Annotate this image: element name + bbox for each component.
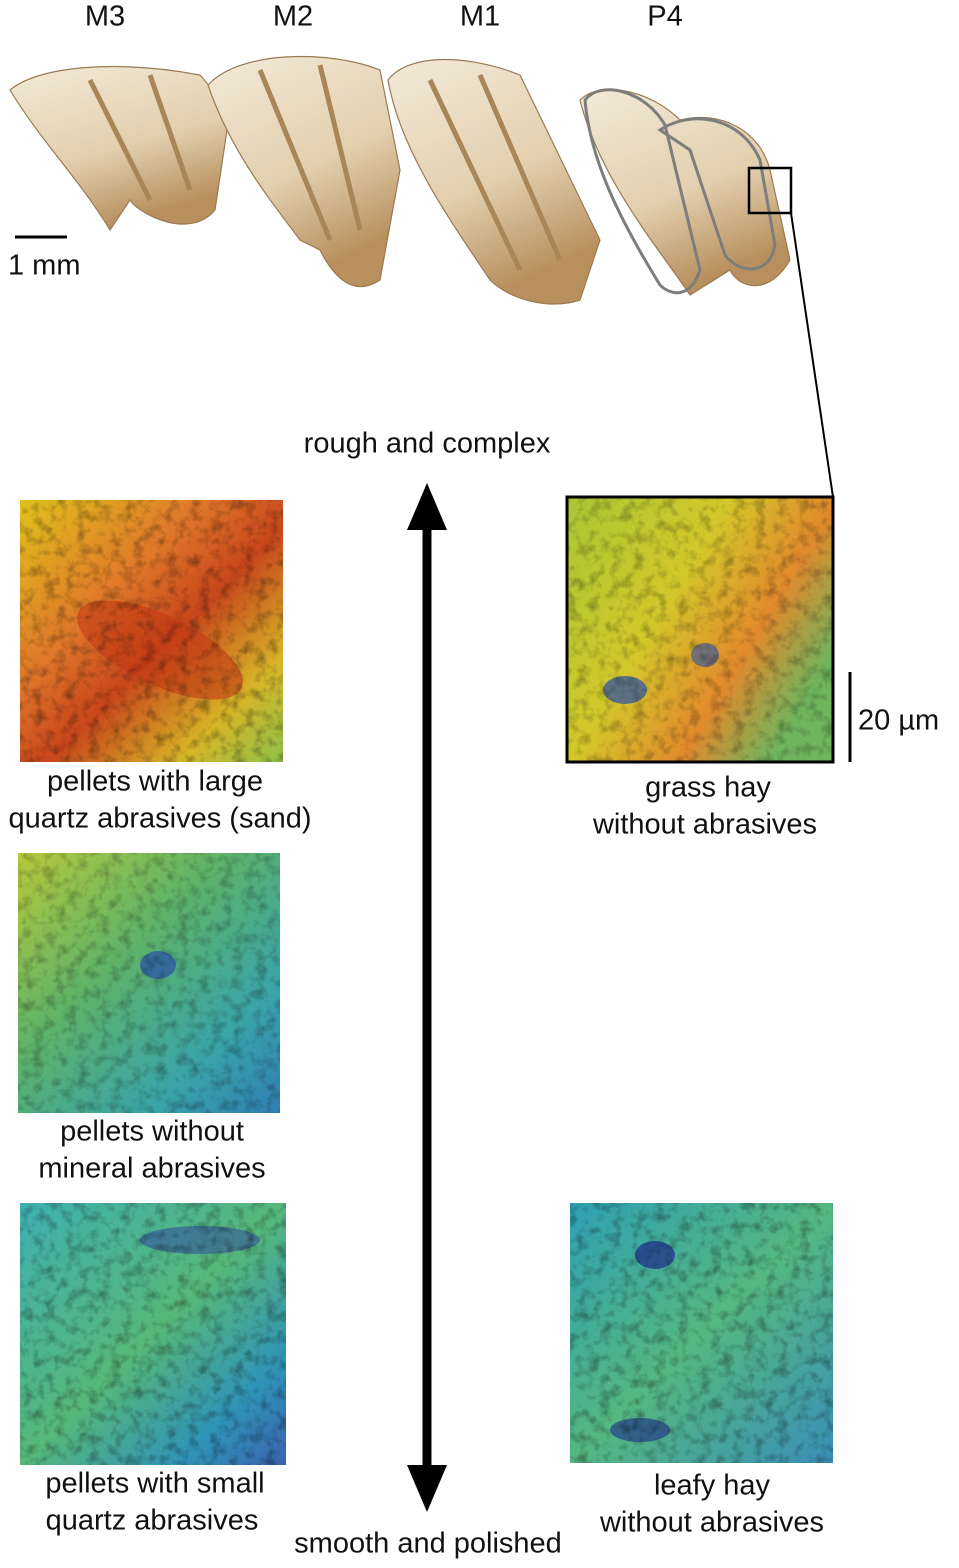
figure: M3 M2 M1 P4 1 mm rough and complex smoot… (0, 0, 959, 1568)
texture-noise (20, 1203, 286, 1465)
texture-noise (570, 1203, 833, 1463)
arrow-head-up (407, 483, 447, 530)
tooth-m1 (388, 59, 600, 303)
arrow-head-down (407, 1465, 447, 1512)
tooth-label: M1 (460, 1, 500, 33)
panel: leafy hay without abrasives (570, 1203, 833, 1539)
caption: leafy hay (654, 1470, 771, 1502)
tooth-row (10, 56, 790, 303)
panel: pellets without mineral abrasives (18, 853, 280, 1185)
texture-noise (567, 497, 833, 762)
panel: pellets with small quartz abrasives (20, 1203, 286, 1537)
caption: pellets without (60, 1116, 244, 1148)
panel: 20 µm grass hay without abrasives (567, 497, 939, 841)
scale-label: 20 µm (858, 705, 939, 737)
scale-label: 1 mm (8, 250, 81, 282)
caption: without abrasives (592, 809, 817, 841)
page: Dental microwear textures {"teeth_labels… (0, 0, 959, 1568)
tooth-m3 (10, 67, 230, 230)
caption: mineral abrasives (38, 1153, 265, 1185)
texture-noise (18, 853, 280, 1113)
caption: pellets with small (45, 1468, 264, 1500)
zoom-line (791, 213, 833, 497)
caption: pellets with large (47, 766, 263, 798)
texture-noise (20, 500, 283, 762)
panel: pellets with large quartz abrasives (san… (8, 500, 311, 835)
caption: quartz abrasives (sand) (8, 803, 311, 835)
tooth-label: M3 (85, 1, 125, 33)
body: M3 M2 M1 P4 1 mm rough and complex smoot… (0, 0, 959, 1568)
axis-bottom-label: smooth and polished (294, 1528, 562, 1560)
caption: grass hay (645, 772, 771, 804)
tooth-label: M2 (273, 1, 313, 33)
axis-top-label: rough and complex (304, 428, 551, 460)
caption: without abrasives (599, 1507, 824, 1539)
tooth-label: P4 (647, 1, 682, 33)
caption: quartz abrasives (46, 1505, 259, 1537)
